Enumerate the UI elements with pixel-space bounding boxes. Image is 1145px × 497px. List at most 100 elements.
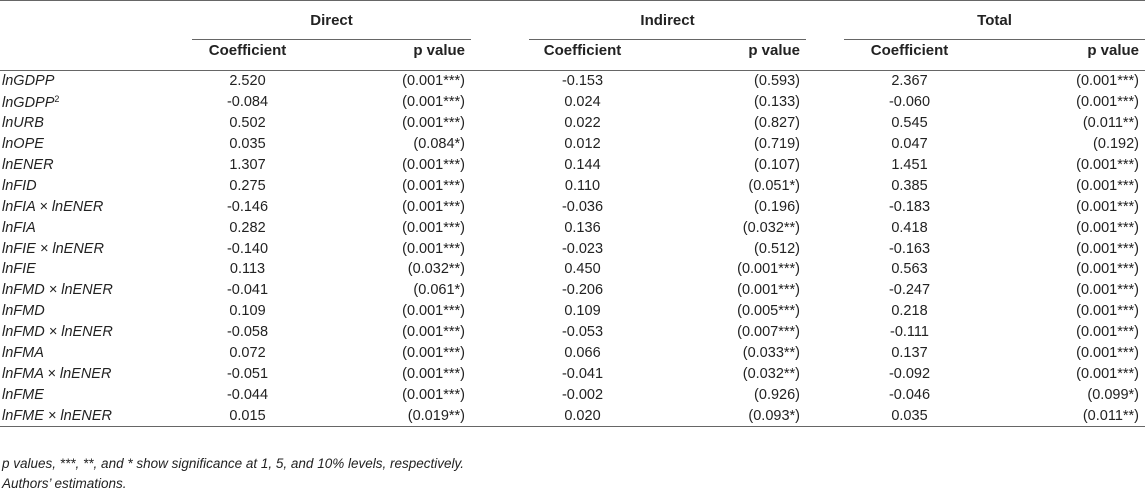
total-coefficient-cell: -0.092 xyxy=(888,365,931,382)
indirect-coefficient-cell: 0.144 xyxy=(564,157,601,173)
group-header-indirect: Indirect xyxy=(529,0,806,40)
direct-pvalue-cell: (0.001***) xyxy=(402,324,465,341)
total-coefficient-cell: 2.367 xyxy=(891,73,928,90)
total-pvalue-cell: (0.011**) xyxy=(975,405,1145,428)
total-coefficient-cell: 0.385 xyxy=(891,177,928,194)
direct-pvalue-cell: (0.001***) xyxy=(402,219,465,236)
table-row: lnFIA 0.282 (0.001***) 0.136 (0.032**) 0.418 (… xyxy=(0,217,1145,238)
table-row: lnFMD 0.109 (0.001***) 0.109 (0.005***) 0.218… xyxy=(0,301,1145,322)
group-header-direct: Direct xyxy=(192,0,471,40)
total-coefficient-cell: 0.047 xyxy=(891,136,928,153)
table-row: lnFIE × lnENER -0.140 (0.001***) -0.023 (0.5… xyxy=(0,238,1145,259)
variable-cell: lnFME xyxy=(0,384,192,405)
total-coefficient-cell: -0.060 xyxy=(888,94,931,111)
indirect-pvalue-cell: (0.033**) xyxy=(742,345,800,362)
source-note: Authors’ estimations. xyxy=(2,476,127,491)
variable-label: lnFMD xyxy=(2,303,45,320)
total-coefficient-cell: 1.451 xyxy=(891,157,928,173)
total-coefficient-cell: 0.137 xyxy=(891,345,928,362)
total-pvalue-cell: (0.001***) xyxy=(1076,219,1139,236)
direct-coefficient-cell: 0.109 xyxy=(229,303,266,320)
direct-pvalue-cell: (0.001***) xyxy=(402,157,465,173)
indirect-pvalue-cell: (0.719) xyxy=(754,136,800,153)
variable-cell: lnENER xyxy=(0,155,192,176)
indirect-coefficient-cell: -0.036 xyxy=(561,198,604,215)
table-row: lnFID 0.275 (0.001***) 0.110 (0.051*) 0.385 (0… xyxy=(0,175,1145,196)
indirect-pvalue-cell: (0.133) xyxy=(754,94,800,111)
total-pvalue-cell: (0.001***) xyxy=(1076,198,1139,215)
indirect-pvalue-cell: (0.107) xyxy=(754,157,800,173)
direct-coefficient-cell: -0.051 xyxy=(226,365,269,382)
variable-label: lnFME xyxy=(2,386,44,403)
variable-cell: lnGDPP2 xyxy=(0,92,192,113)
variable-label: lnFID xyxy=(2,177,37,194)
direct-coefficient-cell: -0.044 xyxy=(226,386,269,403)
direct-pvalue-cell: (0.001***) xyxy=(402,115,465,132)
indirect-coefficient-cell: -0.153 xyxy=(561,73,604,90)
total-pvalue-cell: (0.001***) xyxy=(1076,94,1139,111)
column-header-row: Coefficient p value Coefficient p value … xyxy=(0,39,1145,71)
indirect-pvalue-cell: (0.593) xyxy=(754,73,800,90)
variable-label: lnFIA xyxy=(2,219,36,236)
variable-label: lnFME × lnENER xyxy=(2,407,112,424)
variable-label: lnGDPP xyxy=(2,94,55,111)
direct-coefficient-cell: 0.275 xyxy=(229,177,266,194)
total-coefficient-cell: -0.046 xyxy=(888,386,931,403)
table-row: lnFMA 0.072 (0.001***) 0.066 (0.033**) 0.137 (… xyxy=(0,343,1145,364)
total-pvalue-cell: (0.001***) xyxy=(1076,177,1139,194)
variable-cell: lnFID xyxy=(0,175,192,196)
direct-pvalue-cell: (0.061*) xyxy=(413,282,465,299)
table-row: lnFIA × lnENER -0.146 (0.001***) -0.036 (0.1… xyxy=(0,196,1145,217)
indirect-coefficient-cell: -0.206 xyxy=(561,282,604,299)
indirect-pvalue-cell: (0.093*) xyxy=(636,405,806,428)
indirect-coefficient-cell: 0.066 xyxy=(564,345,601,362)
significance-note: p values, ***, **, and * show significan… xyxy=(2,456,465,471)
variable-cell: lnURB xyxy=(0,113,192,134)
variable-cell: lnFIE xyxy=(0,259,192,280)
direct-coefficient-cell: 2.520 xyxy=(229,73,266,90)
total-pvalue-cell: (0.001***) xyxy=(1076,73,1139,90)
direct-coefficient-header: Coefficient xyxy=(192,39,303,71)
total-coefficient-header: Coefficient xyxy=(844,39,975,71)
total-coefficient-cell: 0.035 xyxy=(844,405,975,428)
direct-pvalue-header: p value xyxy=(303,39,471,71)
total-pvalue-cell: (0.001***) xyxy=(1076,324,1139,341)
indirect-coefficient-header: Coefficient xyxy=(529,39,636,71)
direct-coefficient-cell: 0.072 xyxy=(229,345,266,362)
variable-cell: lnFIA × lnENER xyxy=(0,196,192,217)
indirect-pvalue-cell: (0.032**) xyxy=(742,365,800,382)
variable-cell: lnGDPP xyxy=(0,71,192,92)
indirect-pvalue-cell: (0.196) xyxy=(754,198,800,215)
variable-cell: lnFIE × lnENER xyxy=(0,238,192,259)
direct-pvalue-cell: (0.001***) xyxy=(402,177,465,194)
variable-cell: lnFMD xyxy=(0,301,192,322)
variable-label: lnENER xyxy=(2,157,54,173)
indirect-coefficient-cell: -0.023 xyxy=(561,240,604,257)
variable-label: lnGDPP xyxy=(2,73,55,90)
indirect-coefficient-cell: 0.110 xyxy=(564,177,601,194)
total-pvalue-cell: (0.001***) xyxy=(1076,365,1139,382)
direct-pvalue-cell: (0.001***) xyxy=(402,73,465,90)
direct-coefficient-cell: -0.146 xyxy=(226,198,269,215)
variable-label: lnFIA × lnENER xyxy=(2,198,104,215)
table-row: lnENER 1.307 (0.001***) 0.144 (0.107) 1.451 (0… xyxy=(0,155,1145,176)
total-coefficient-cell: -0.111 xyxy=(890,324,929,341)
variable-label: lnURB xyxy=(2,115,44,132)
total-pvalue-cell: (0.011**) xyxy=(1082,115,1139,132)
indirect-coefficient-cell: 0.024 xyxy=(564,94,601,111)
direct-pvalue-cell: (0.019**) xyxy=(303,405,471,428)
direct-coefficient-cell: 0.015 xyxy=(192,405,303,428)
total-coefficient-cell: 0.218 xyxy=(891,303,928,320)
table-row: lnURB 0.502 (0.001***) 0.022 (0.827) 0.545 (0.… xyxy=(0,113,1145,134)
direct-pvalue-cell: (0.001***) xyxy=(402,198,465,215)
total-coefficient-cell: 0.545 xyxy=(891,115,928,132)
indirect-pvalue-cell: (0.001***) xyxy=(737,282,800,299)
indirect-pvalue-cell: (0.007***) xyxy=(737,324,800,341)
indirect-pvalue-cell: (0.001***) xyxy=(737,261,800,278)
direct-coefficient-cell: -0.140 xyxy=(226,240,269,257)
direct-coefficient-cell: -0.041 xyxy=(226,282,269,299)
direct-coefficient-cell: 0.113 xyxy=(229,261,266,278)
indirect-coefficient-cell: -0.053 xyxy=(561,324,604,341)
indirect-coefficient-cell: 0.450 xyxy=(564,261,601,278)
table-row: lnFIE 0.113 (0.032**) 0.450 (0.001***) 0.563 (… xyxy=(0,259,1145,280)
